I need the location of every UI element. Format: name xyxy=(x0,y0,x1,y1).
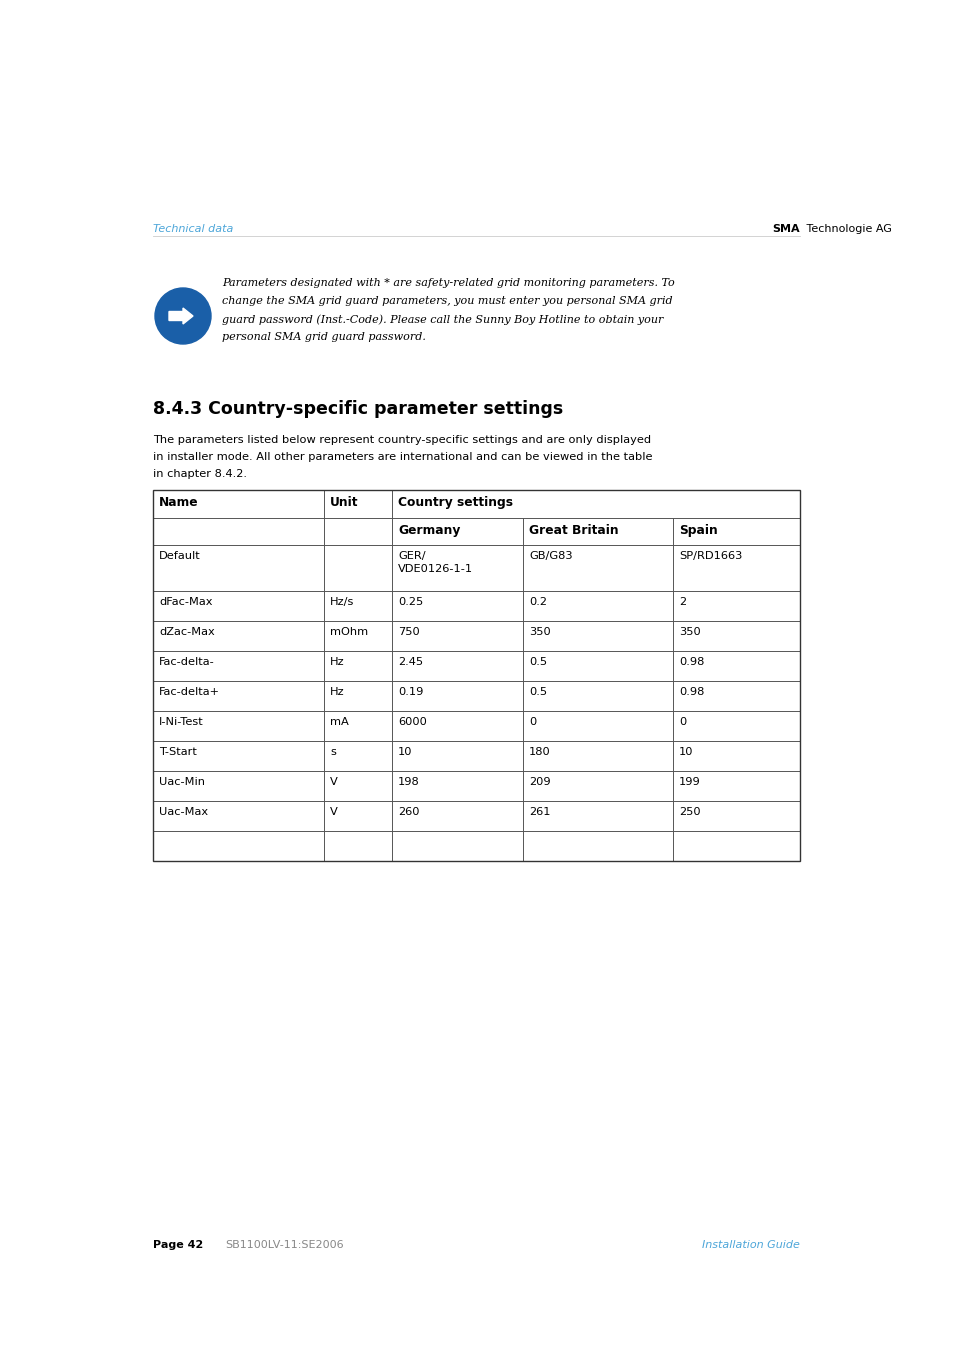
Text: The parameters listed below represent country-specific settings and are only dis: The parameters listed below represent co… xyxy=(152,435,651,444)
Text: 8.4.3 Country-specific parameter settings: 8.4.3 Country-specific parameter setting… xyxy=(152,400,562,417)
Text: Technical data: Technical data xyxy=(152,224,233,234)
Text: Fac-delta+: Fac-delta+ xyxy=(159,688,220,697)
Text: 0: 0 xyxy=(529,717,536,727)
Text: SMA: SMA xyxy=(772,224,800,234)
Text: Unit: Unit xyxy=(330,496,358,509)
Text: Default: Default xyxy=(159,551,200,561)
Text: mA: mA xyxy=(330,717,349,727)
Text: 0.98: 0.98 xyxy=(679,657,704,667)
Text: 250: 250 xyxy=(679,807,700,817)
Text: 198: 198 xyxy=(397,777,419,788)
Text: Great Britain: Great Britain xyxy=(529,524,618,536)
Text: 0.5: 0.5 xyxy=(529,657,547,667)
Text: 0.2: 0.2 xyxy=(529,597,546,607)
Text: Spain: Spain xyxy=(679,524,718,536)
Text: mOhm: mOhm xyxy=(330,627,368,638)
Circle shape xyxy=(154,288,211,345)
Text: 350: 350 xyxy=(679,627,700,638)
Text: 209: 209 xyxy=(529,777,550,788)
Text: 0.98: 0.98 xyxy=(679,688,704,697)
Text: Name: Name xyxy=(159,496,198,509)
Text: 2: 2 xyxy=(679,597,685,607)
Text: Page 42: Page 42 xyxy=(152,1240,203,1250)
Text: Technologie AG: Technologie AG xyxy=(802,224,891,234)
Text: V: V xyxy=(330,777,337,788)
Text: Hz: Hz xyxy=(330,688,344,697)
Text: 350: 350 xyxy=(529,627,550,638)
Text: 750: 750 xyxy=(397,627,419,638)
Text: I-Ni-Test: I-Ni-Test xyxy=(159,717,204,727)
Text: 10: 10 xyxy=(679,747,693,757)
Text: guard password (Inst.-Code). Please call the Sunny Boy Hotline to obtain your: guard password (Inst.-Code). Please call… xyxy=(222,313,662,324)
Text: in installer mode. All other parameters are international and can be viewed in t: in installer mode. All other parameters … xyxy=(152,453,652,462)
Text: Country settings: Country settings xyxy=(397,496,513,509)
Text: Hz/s: Hz/s xyxy=(330,597,354,607)
Text: dFac-Max: dFac-Max xyxy=(159,597,213,607)
Text: Uac-Max: Uac-Max xyxy=(159,807,208,817)
Text: Germany: Germany xyxy=(397,524,460,536)
Text: 0.25: 0.25 xyxy=(397,597,423,607)
Text: SB1100LV-11:SE2006: SB1100LV-11:SE2006 xyxy=(225,1240,343,1250)
Text: 6000: 6000 xyxy=(397,717,427,727)
Text: in chapter 8.4.2.: in chapter 8.4.2. xyxy=(152,469,247,480)
Text: GB/G83: GB/G83 xyxy=(529,551,572,561)
Text: Installation Guide: Installation Guide xyxy=(701,1240,800,1250)
Text: s: s xyxy=(330,747,335,757)
Text: 0.19: 0.19 xyxy=(397,688,423,697)
Text: 0.5: 0.5 xyxy=(529,688,547,697)
Text: SP/RD1663: SP/RD1663 xyxy=(679,551,741,561)
FancyArrow shape xyxy=(169,308,193,324)
Text: 261: 261 xyxy=(529,807,550,817)
Text: dZac-Max: dZac-Max xyxy=(159,627,214,638)
Text: V: V xyxy=(330,807,337,817)
Text: change the SMA grid guard parameters, you must enter you personal SMA grid: change the SMA grid guard parameters, yo… xyxy=(222,296,672,305)
Bar xyxy=(152,490,800,861)
Text: 0: 0 xyxy=(679,717,686,727)
Text: 260: 260 xyxy=(397,807,419,817)
Text: Parameters designated with * are safety-related grid monitoring parameters. To: Parameters designated with * are safety-… xyxy=(222,278,674,288)
Text: T-Start: T-Start xyxy=(159,747,196,757)
Text: Uac-Min: Uac-Min xyxy=(159,777,205,788)
Text: personal SMA grid guard password.: personal SMA grid guard password. xyxy=(222,332,425,342)
Text: 2.45: 2.45 xyxy=(397,657,423,667)
Text: 10: 10 xyxy=(397,747,413,757)
Text: 199: 199 xyxy=(679,777,700,788)
Text: Hz: Hz xyxy=(330,657,344,667)
Text: GER/
VDE0126-1-1: GER/ VDE0126-1-1 xyxy=(397,551,473,574)
Text: Fac-delta-: Fac-delta- xyxy=(159,657,214,667)
Text: 180: 180 xyxy=(529,747,550,757)
